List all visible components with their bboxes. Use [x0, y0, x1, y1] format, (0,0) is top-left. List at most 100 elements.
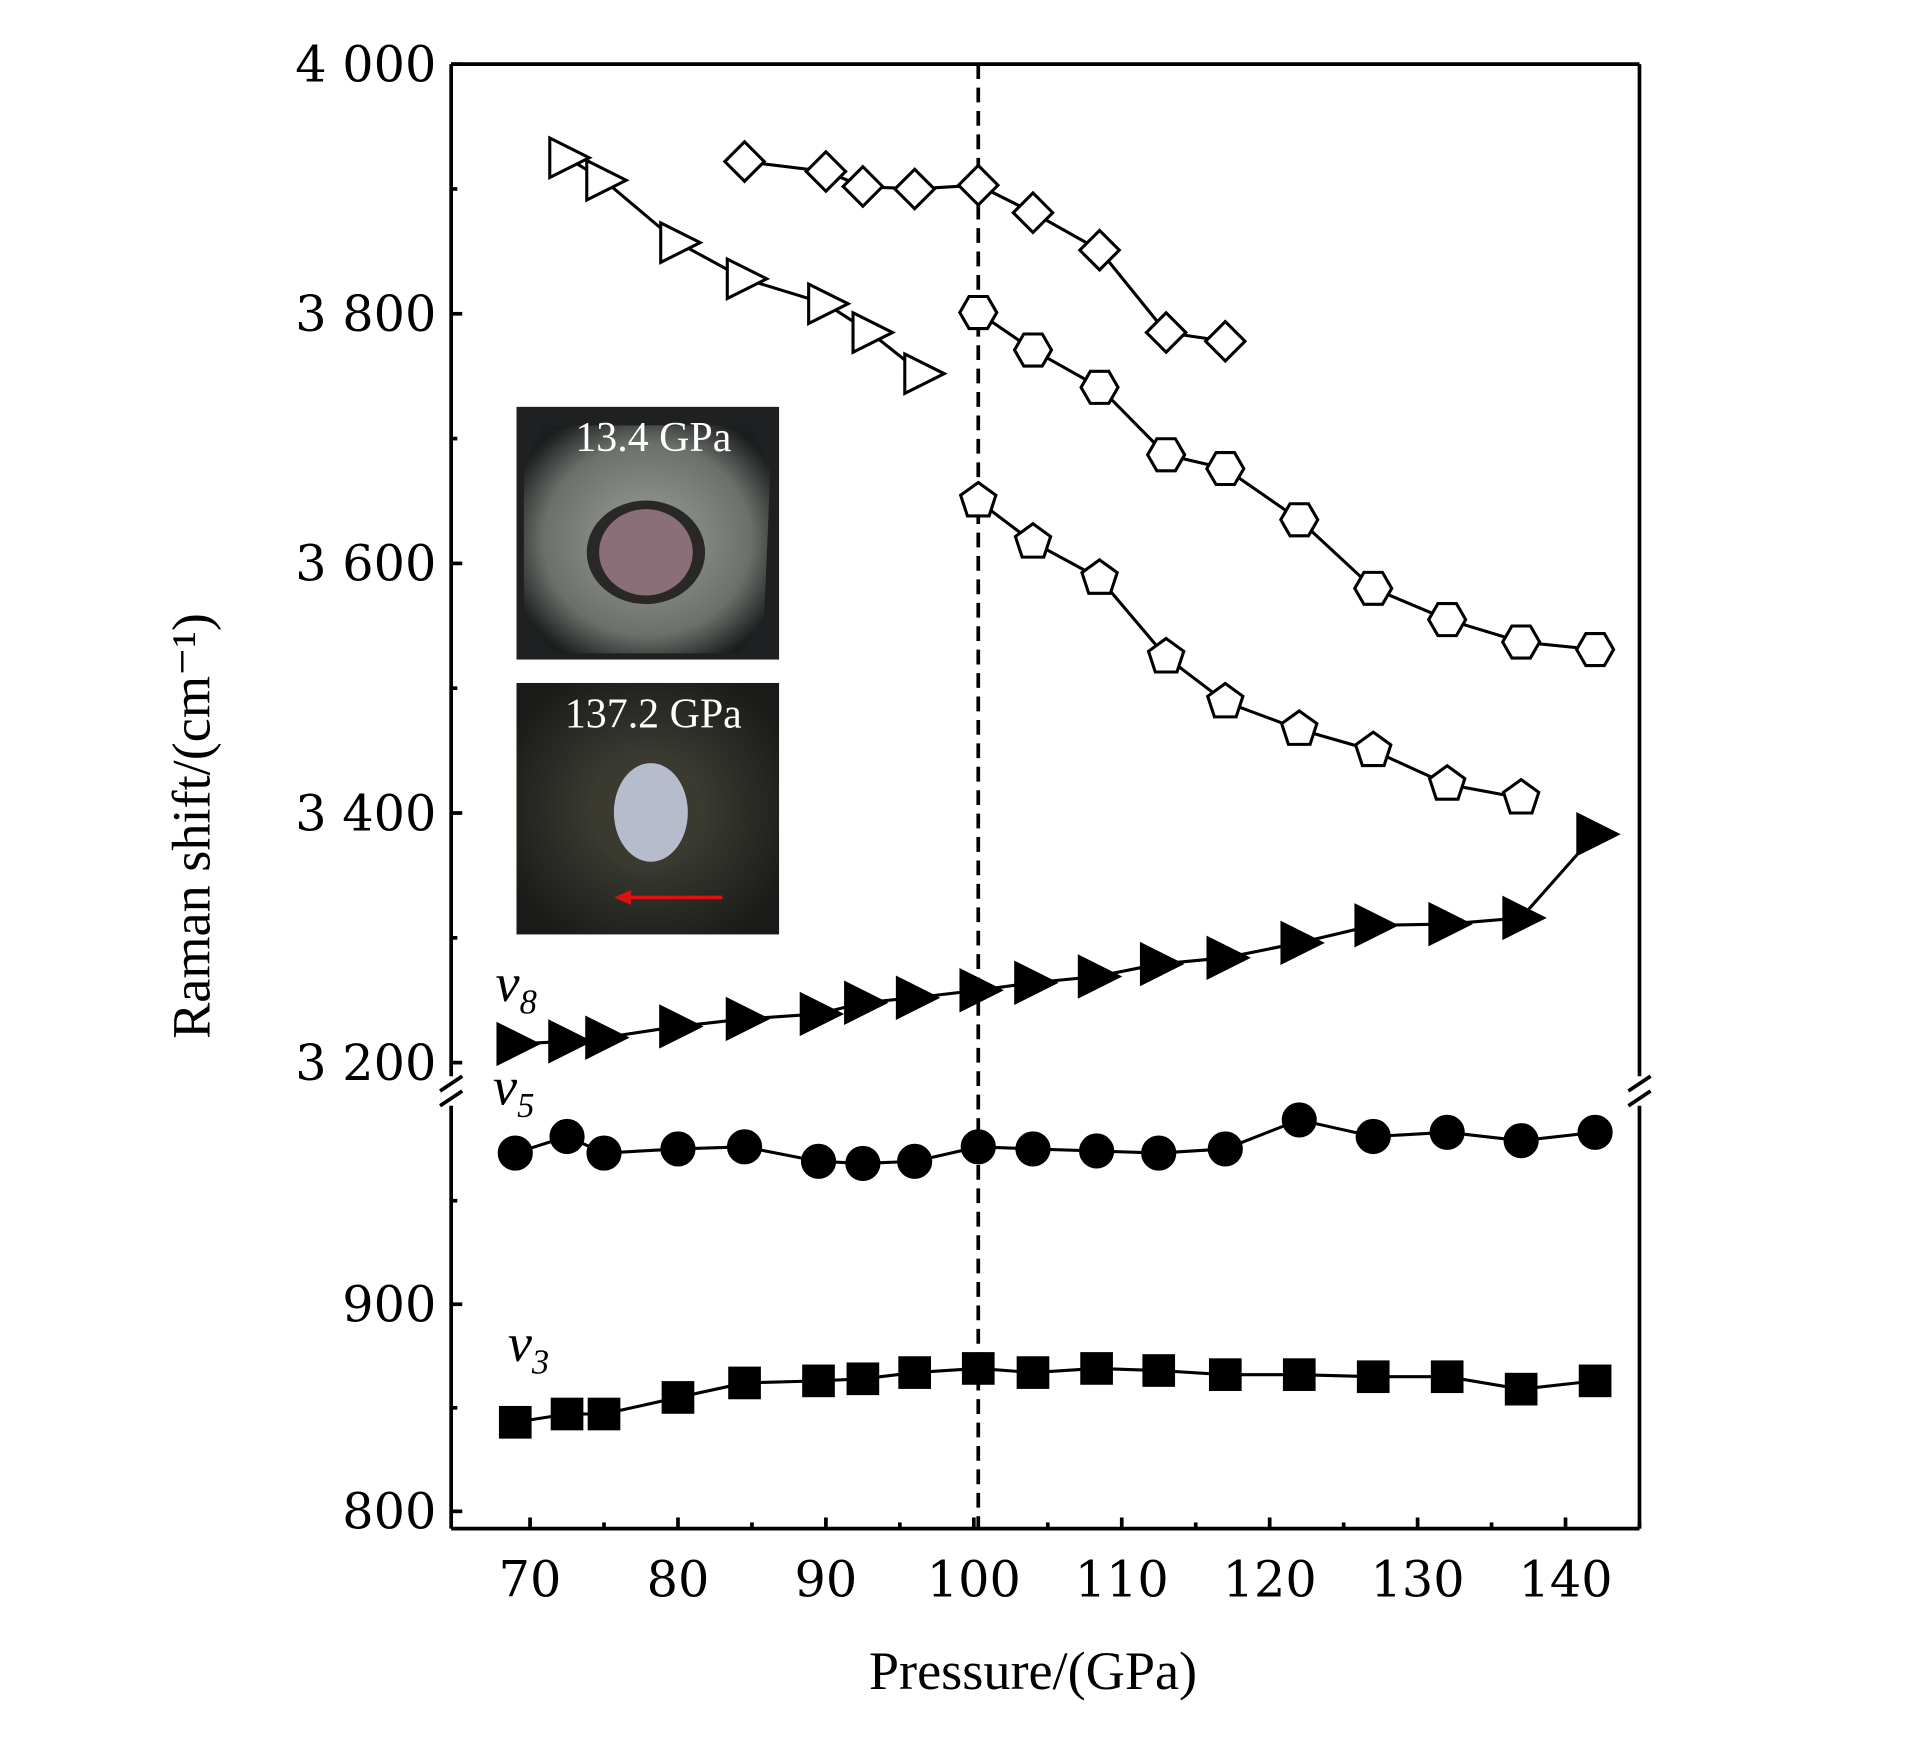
- mode-labels: v8 v5 v3: [493, 953, 549, 1381]
- data-point-pentagon: [1205, 681, 1245, 719]
- data-point-circle: [549, 1118, 585, 1155]
- y-tick-label: 3 400: [295, 784, 436, 842]
- data-point-circle: [800, 1143, 837, 1179]
- data-point-diamond: [840, 164, 885, 209]
- data-point-diamond: [1011, 190, 1055, 235]
- data-point-triangle: [659, 220, 704, 265]
- data-point-diamond: [956, 163, 1001, 208]
- data-point-pentagon: [1501, 777, 1541, 815]
- axis-break-mark: [1627, 1089, 1652, 1108]
- x-axis-title: Pressure/(GPa): [869, 1641, 1197, 1701]
- data-point-triangle: [1354, 903, 1399, 948]
- x-tick-label: 100: [927, 1550, 1021, 1608]
- inset-label: 137.2 GPa: [565, 691, 742, 737]
- data-point-square: [1430, 1360, 1464, 1394]
- data-point-circle: [1429, 1114, 1465, 1150]
- data-point-circle: [586, 1135, 622, 1171]
- inset-137-2-gpa: 137.2 GPa: [516, 682, 780, 935]
- data-point-circle: [845, 1145, 881, 1181]
- x-tick-label: 110: [1075, 1550, 1169, 1608]
- mode-label-v5: v5: [493, 1057, 534, 1125]
- data-point-triangle: [903, 351, 948, 396]
- data-point-circle: [1355, 1118, 1391, 1155]
- data-point-hexagon: [1278, 502, 1320, 538]
- data-point-diamond: [892, 167, 937, 211]
- series-open-hexagon: [957, 294, 1616, 668]
- data-point-square: [550, 1397, 584, 1431]
- x-tick-label: 70: [499, 1550, 562, 1608]
- y-tick-label: 900: [342, 1276, 436, 1334]
- x-tick-label: 120: [1223, 1550, 1317, 1608]
- data-point-triangle: [1502, 895, 1547, 941]
- data-point-diamond: [1077, 228, 1122, 273]
- data-point-circle: [726, 1129, 763, 1165]
- inset-label: 13.4 GPa: [575, 415, 731, 461]
- data-point-triangle: [1077, 954, 1123, 999]
- data-point-circle: [1079, 1133, 1115, 1169]
- data-point-triangle: [548, 1019, 593, 1064]
- data-point-triangle: [725, 996, 771, 1042]
- mode-label-v3: v3: [508, 1313, 549, 1381]
- data-point-hexagon: [1012, 332, 1054, 368]
- data-point-square: [1356, 1360, 1390, 1394]
- data-point-triangle: [844, 980, 889, 1025]
- data-point-circle: [897, 1143, 933, 1179]
- series-open-diamond: [722, 139, 1248, 364]
- data-point-diamond: [722, 139, 767, 184]
- data-point-pentagon: [1353, 730, 1393, 768]
- data-point-hexagon: [1352, 570, 1394, 606]
- data-point-hexagon: [1145, 437, 1187, 473]
- data-point-square: [1208, 1358, 1242, 1391]
- data-point-diamond: [1203, 319, 1248, 364]
- data-point-square: [587, 1397, 621, 1431]
- y-tick-label: 3 800: [295, 285, 436, 343]
- series-v8: [496, 812, 1621, 1067]
- x-tick-label: 130: [1371, 1550, 1465, 1608]
- data-point-triangle: [548, 135, 593, 180]
- data-point-square: [898, 1356, 931, 1389]
- axis-break-mark: [439, 1089, 464, 1108]
- data-point-circle: [660, 1131, 696, 1167]
- data-point-triangle: [725, 256, 771, 302]
- data-point-pentagon: [958, 480, 998, 518]
- x-tick-label: 140: [1518, 1550, 1612, 1608]
- data-point-diamond: [1144, 310, 1189, 355]
- data-point-circle: [960, 1129, 996, 1165]
- data-point-square: [846, 1362, 880, 1396]
- data-point-square: [1578, 1364, 1612, 1398]
- data-point-pentagon: [1080, 557, 1120, 595]
- data-point-triangle: [799, 991, 845, 1037]
- data-point-triangle: [895, 975, 941, 1020]
- data-point-triangle: [496, 1021, 541, 1067]
- x-tick-label: 90: [795, 1550, 858, 1608]
- data-point-triangle: [959, 968, 1004, 1013]
- series-line: [977, 499, 1522, 800]
- data-point-pentagon: [1279, 709, 1319, 746]
- data-point-square: [961, 1352, 995, 1385]
- data-point-square: [1016, 1356, 1050, 1389]
- data-point-triangle: [1576, 812, 1621, 857]
- series-v3: [498, 1352, 1612, 1439]
- data-point-hexagon: [1205, 451, 1246, 487]
- y-tick-label: 3 600: [295, 535, 436, 593]
- data-point-triangle: [851, 310, 896, 355]
- axis-break-mark: [1627, 1074, 1652, 1093]
- axis-break-mark: [439, 1074, 464, 1093]
- data-point-pentagon: [1427, 763, 1467, 801]
- axis-ticks: 70 80 90 100 110 120 130 140 4 000 3 800 3 600 3 40…: [295, 35, 1642, 1608]
- series-v5: [497, 1102, 1613, 1181]
- data-point-circle: [1281, 1102, 1317, 1138]
- data-point-triangle: [1139, 941, 1185, 987]
- data-point-pentagon: [1013, 521, 1053, 559]
- photo-insets: 13.4 GPa 137.2 GPa: [516, 406, 780, 935]
- data-point-square: [728, 1366, 761, 1400]
- data-point-square: [1080, 1352, 1113, 1385]
- mode-label-v8: v8: [496, 953, 537, 1021]
- y-tick-label: 800: [342, 1483, 436, 1541]
- series-open-pentagon: [958, 480, 1541, 815]
- data-point-square: [1504, 1372, 1538, 1406]
- data-point-square: [498, 1405, 532, 1439]
- series-line: [977, 311, 1596, 652]
- inset-13-4-gpa: 13.4 GPa: [516, 406, 780, 660]
